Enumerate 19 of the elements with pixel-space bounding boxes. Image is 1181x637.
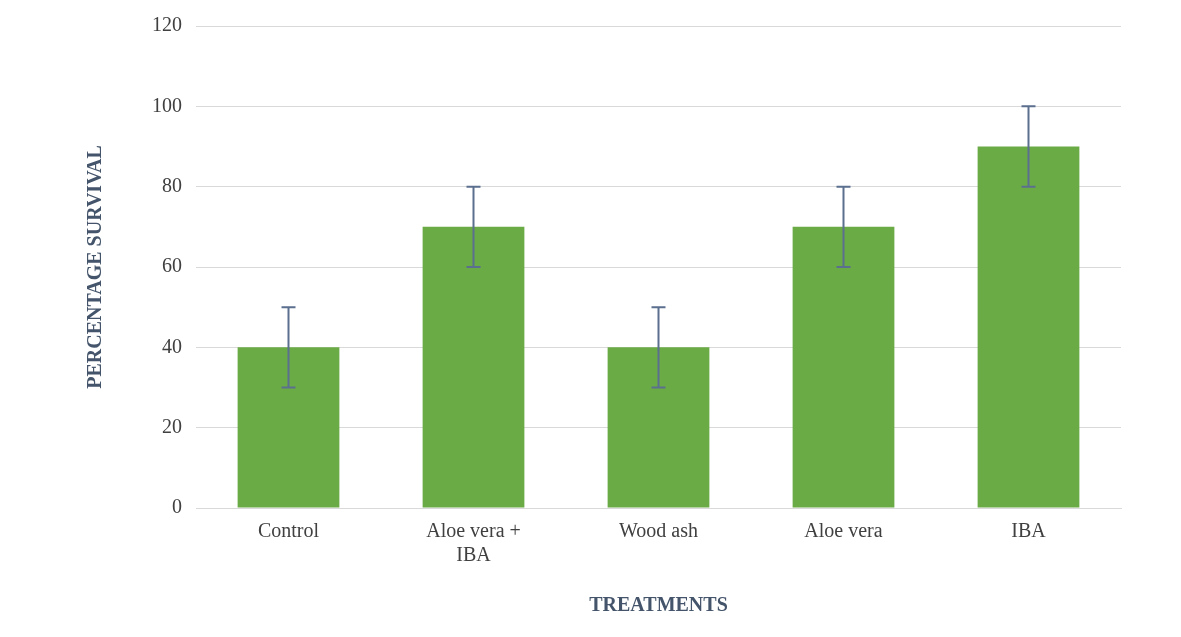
y-tick-label: 120 [152, 13, 182, 36]
bar [977, 146, 1080, 508]
y-tick-label: 60 [162, 254, 182, 277]
x-tick-label: Aloe vera [804, 519, 883, 542]
y-tick-label: 20 [162, 414, 182, 437]
y-tick-label: 0 [172, 495, 182, 518]
bar [422, 226, 525, 508]
y-tick-label: 80 [162, 173, 182, 196]
y-tick-label: 40 [162, 334, 182, 357]
x-axis-title: TREATMENTS [589, 593, 728, 616]
x-tick-label: Aloe vera + IBA [426, 519, 521, 566]
x-tick-label: Wood ash [619, 519, 698, 542]
y-tick-label: 100 [152, 93, 182, 116]
bar [792, 226, 895, 508]
x-tick-label: IBA [1011, 519, 1047, 542]
bar [237, 347, 340, 508]
y-axis-title: PERCENTAGE SURVIVAL [83, 145, 106, 389]
bar [607, 347, 710, 508]
x-tick-label: Control [257, 519, 320, 542]
